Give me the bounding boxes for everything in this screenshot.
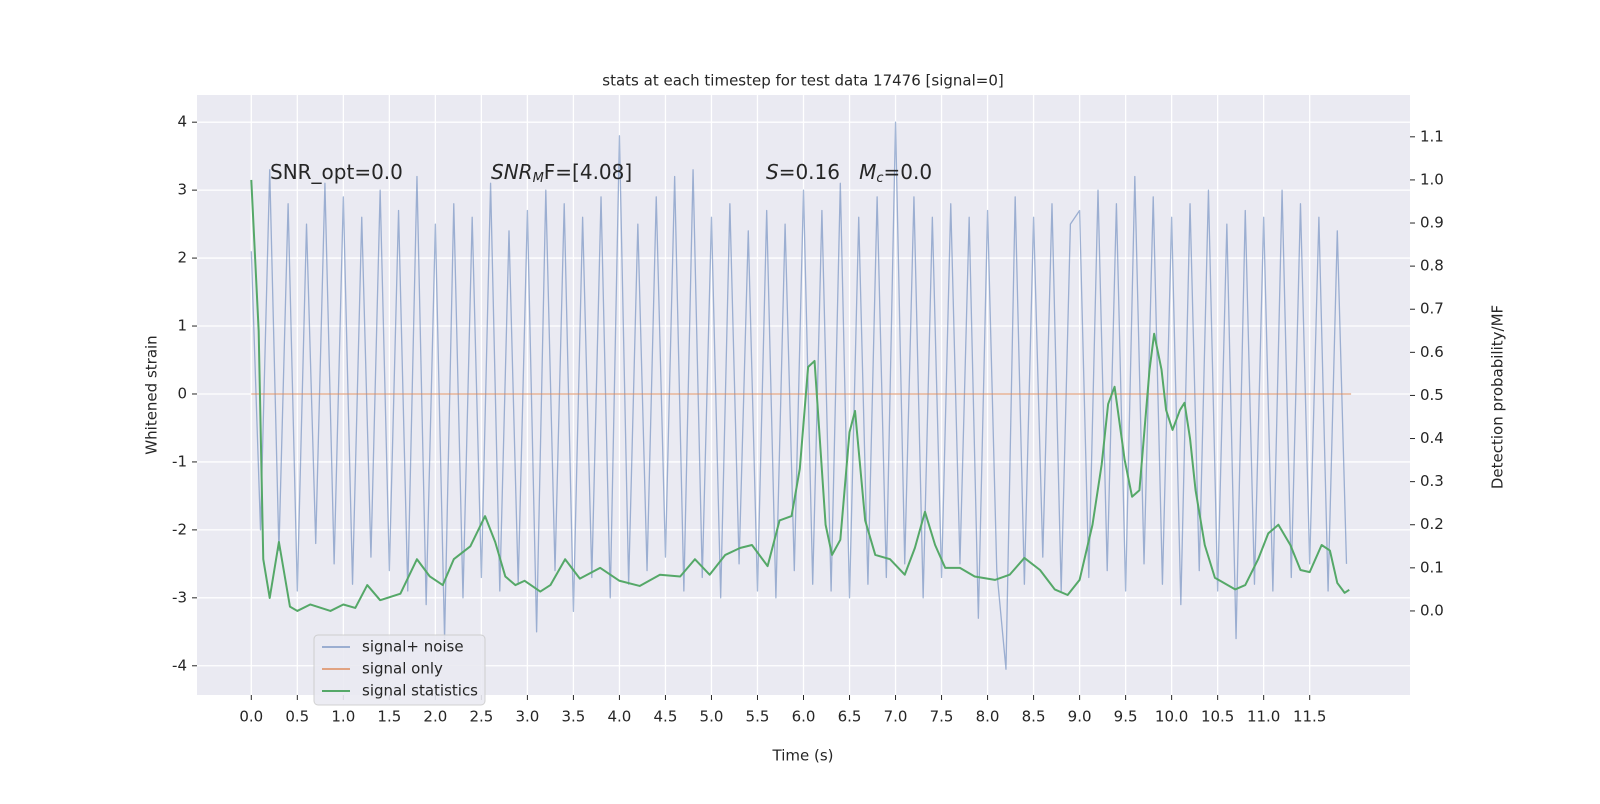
annotation: SNR_opt=0.0 <box>270 160 403 184</box>
legend-label: signal statistics <box>362 682 478 700</box>
x-tick-label: 10.0 <box>1155 708 1188 726</box>
x-tick-label: 11.5 <box>1293 708 1326 726</box>
y2-tick-label: 0.7 <box>1420 300 1444 318</box>
x-tick-label: 0.0 <box>239 708 263 726</box>
y2-tick-label: 0.1 <box>1420 558 1444 576</box>
y-tick-label: 1 <box>177 317 187 335</box>
x-tick-label: 7.5 <box>930 708 954 726</box>
y-tick-label: 3 <box>177 181 187 199</box>
y-tick-label: -2 <box>172 520 187 538</box>
y2-tick-label: 0.2 <box>1420 515 1444 533</box>
y2-tick-label: 0.9 <box>1420 214 1444 232</box>
y2-tick-label: 0.4 <box>1420 429 1444 447</box>
x-tick-label: 7.0 <box>884 708 908 726</box>
x-tick-label: 5.5 <box>746 708 770 726</box>
annotation-part: F=[4.08] <box>544 160 632 184</box>
annotation-part: c <box>876 171 883 186</box>
y-tick-label: 0 <box>177 384 187 402</box>
y-tick-label: 2 <box>177 249 187 267</box>
y-tick-label: -4 <box>172 656 187 674</box>
y-tick-label: -3 <box>172 588 187 606</box>
y2-tick-label: 0.3 <box>1420 472 1444 490</box>
x-tick-label: 4.5 <box>654 708 678 726</box>
x-tick-label: 8.0 <box>976 708 1000 726</box>
y2-tick-label: 1.1 <box>1420 127 1444 145</box>
y2-tick-label: 0.5 <box>1420 386 1444 404</box>
x-tick-label: 2.5 <box>469 708 493 726</box>
x-tick-label: 1.0 <box>331 708 355 726</box>
x-tick-label: 9.5 <box>1114 708 1138 726</box>
series-line <box>250 179 1350 612</box>
legend-label: signal+ noise <box>362 638 464 656</box>
annotation-part: SNR <box>491 160 533 184</box>
x-tick-label: 10.5 <box>1201 708 1234 726</box>
y2-tick-label: 0.8 <box>1420 257 1444 275</box>
annotation-part: S <box>766 160 779 184</box>
x-tick-label: 4.0 <box>608 708 632 726</box>
legend-label: signal only <box>362 660 443 678</box>
y-tick-label: -1 <box>172 452 187 470</box>
annotation-part: M <box>533 171 544 186</box>
annotation: S=0.16 Mc=0.0 <box>766 160 932 186</box>
x-tick-label: 8.5 <box>1022 708 1046 726</box>
y-axis-label: Whitened strain <box>143 335 161 454</box>
grid <box>197 95 1410 695</box>
legend-box <box>313 634 486 706</box>
x-tick-label: 3.0 <box>515 708 539 726</box>
x-tick-label: 6.5 <box>838 708 862 726</box>
x-tick-label: 1.5 <box>377 708 401 726</box>
x-tick-label: 3.5 <box>561 708 585 726</box>
y-tick-label: 4 <box>177 113 187 131</box>
y2-tick-label: 1.0 <box>1420 170 1444 188</box>
annotation-part: SNR_opt=0.0 <box>270 160 403 184</box>
y2-axis-label: Detection probability/MF <box>1489 305 1507 489</box>
y2-tick-label: 0.0 <box>1420 601 1444 619</box>
annotation-part: M <box>859 160 876 184</box>
annotation-part: =0.16 <box>779 160 859 184</box>
annotation-part: =0.0 <box>884 160 933 184</box>
x-tick-label: 6.0 <box>792 708 816 726</box>
annotation: SNRMF=[4.08] <box>491 160 632 186</box>
x-tick-label: 2.0 <box>423 708 447 726</box>
x-tick-label: 5.0 <box>700 708 724 726</box>
series-line <box>250 121 1348 670</box>
legend: signal+ noise signal only signal statistic… <box>313 634 486 706</box>
x-tick-label: 11.0 <box>1247 708 1280 726</box>
x-axis-label: Time (s) <box>772 747 834 765</box>
y2-tick-label: 0.6 <box>1420 343 1444 361</box>
x-tick-label: 9.0 <box>1068 708 1092 726</box>
chart-title: stats at each timestep for test data 174… <box>602 72 1003 90</box>
x-tick-label: 0.5 <box>285 708 309 726</box>
